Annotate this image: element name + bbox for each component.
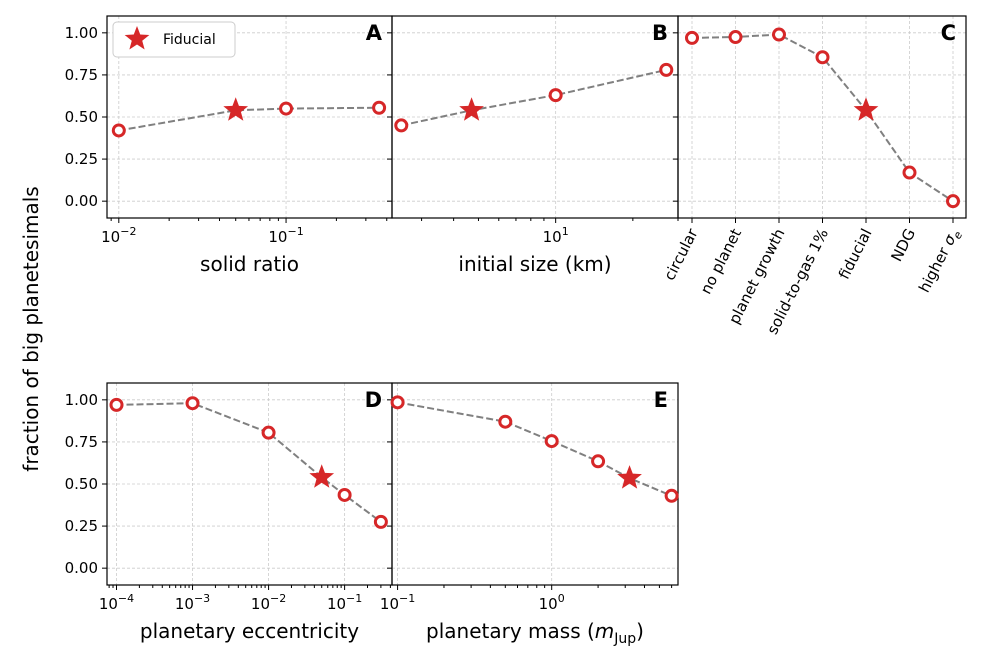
panel-frame	[677, 15, 967, 219]
y-tick-label: 1.00	[65, 24, 98, 42]
data-point	[498, 414, 513, 429]
x-tick-label: 10−2	[251, 592, 286, 613]
y-tick-label: 0.75	[65, 433, 98, 451]
x-tick-label: 101	[543, 225, 569, 246]
data-point	[390, 395, 405, 410]
y-tick-label: 0.00	[65, 559, 98, 577]
x-tick-label: 10−1	[380, 592, 415, 613]
y-tick-label: 0.50	[65, 475, 98, 493]
y-tick-label: 0.25	[65, 150, 98, 168]
x-tick-label: 10−1	[327, 592, 362, 613]
panel-letter: E	[654, 388, 668, 412]
data-point	[946, 194, 960, 209]
x-axis-label: planetary mass (mJup)	[426, 619, 644, 647]
x-tick-label: fiducial	[835, 226, 876, 283]
y-tick-label: 0.00	[65, 192, 98, 210]
data-point	[772, 27, 786, 42]
fiducial-star-marker	[309, 464, 335, 488]
data-point	[261, 425, 276, 440]
panel-letter: C	[941, 21, 956, 45]
x-tick-label: 10−3	[175, 592, 210, 613]
data-point	[394, 118, 409, 133]
fiducial-star-marker	[223, 97, 249, 121]
x-axis-label: initial size (km)	[458, 252, 611, 276]
legend: Fiducial	[112, 21, 236, 58]
data-point	[373, 514, 388, 529]
data-point	[109, 397, 124, 412]
data-point	[337, 487, 352, 502]
x-tick-label: NDG	[887, 226, 919, 265]
data-point	[664, 488, 679, 503]
data-point	[659, 62, 674, 77]
x-tick-label: 10−4	[99, 592, 134, 613]
series-line	[401, 68, 667, 127]
data-point	[185, 396, 200, 411]
panel-D: 0.00 0.25 0.50 0.75 1.00 10−4 10−3 10−2 10−1 plan…	[65, 382, 393, 643]
panel-letter: D	[365, 388, 382, 412]
data-point	[902, 165, 917, 180]
fiducial-star-marker	[459, 97, 484, 121]
x-tick-label: no planet	[697, 226, 745, 297]
data-point	[372, 100, 387, 115]
x-tick-label: higher σe	[915, 225, 965, 296]
fiducial-star-marker	[617, 465, 642, 489]
x-axis-label: planetary eccentricity	[140, 619, 359, 643]
x-tick-label: 10−2	[101, 225, 136, 246]
y-tick-label: 0.75	[65, 66, 98, 84]
legend-label: Fiducial	[163, 32, 216, 48]
x-tick-label: circular	[660, 225, 702, 283]
panel-A: 0.00 0.25 0.50 0.75 1.00 10−2 10−1 solid ratio A…	[65, 15, 393, 276]
data-point	[544, 434, 559, 449]
x-tick-label: 100	[539, 592, 565, 613]
data-point	[591, 454, 606, 469]
panel-letter: B	[652, 21, 668, 45]
series-line	[118, 106, 380, 132]
data-point	[815, 50, 830, 65]
x-axis-label: solid ratio	[200, 252, 299, 276]
figure-y-axis-label: fraction of big planetesimals	[19, 186, 43, 471]
x-tick-label: 10−1	[268, 225, 303, 246]
data-point	[111, 123, 126, 138]
data-point	[279, 101, 294, 116]
panel-B: 101 initial size (km) B	[387, 15, 679, 276]
y-tick-label: 1.00	[65, 391, 98, 409]
data-point	[728, 30, 743, 45]
series-line	[116, 402, 382, 523]
panel-E: 10−1 100 planetary mass (mJup) E	[380, 382, 679, 647]
y-tick-label: 0.25	[65, 517, 98, 535]
series-line	[397, 401, 672, 497]
data-point	[548, 88, 563, 103]
fiducial-star-marker	[853, 97, 879, 121]
panel-letter: A	[366, 21, 383, 45]
y-tick-label: 0.50	[65, 108, 98, 126]
legend-star-icon	[124, 26, 150, 50]
data-point	[685, 30, 699, 45]
